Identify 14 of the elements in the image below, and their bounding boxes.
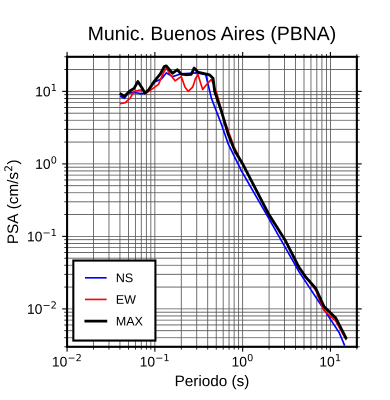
y-tick-label: 10$^{0}$ [36,156,56,169]
x-tick-label: 10$^{1}$ [320,354,340,367]
x-tick-label: 10$^{−2}$ [52,354,81,367]
y-tick-label: 10$^{−2}$ [28,301,56,314]
y-tick-label: 10$^{−1}$ [28,228,56,242]
chart-title: Munic. Buenos Aires (PBNA) [89,26,336,44]
y-axis-title: PSA (cm/s$^{2}$) [4,160,22,243]
x-axis-title: Periodo (s) [176,375,248,390]
x-tick-label: 10$^{−1}$ [140,354,169,367]
y-tick-label: 10$^{1}$ [36,84,56,96]
legend-label: MAX [116,316,143,326]
legend-label: NS [116,273,133,282]
x-tick-label: 10$^{0}$ [232,354,253,367]
legend-label: EW [116,295,136,304]
